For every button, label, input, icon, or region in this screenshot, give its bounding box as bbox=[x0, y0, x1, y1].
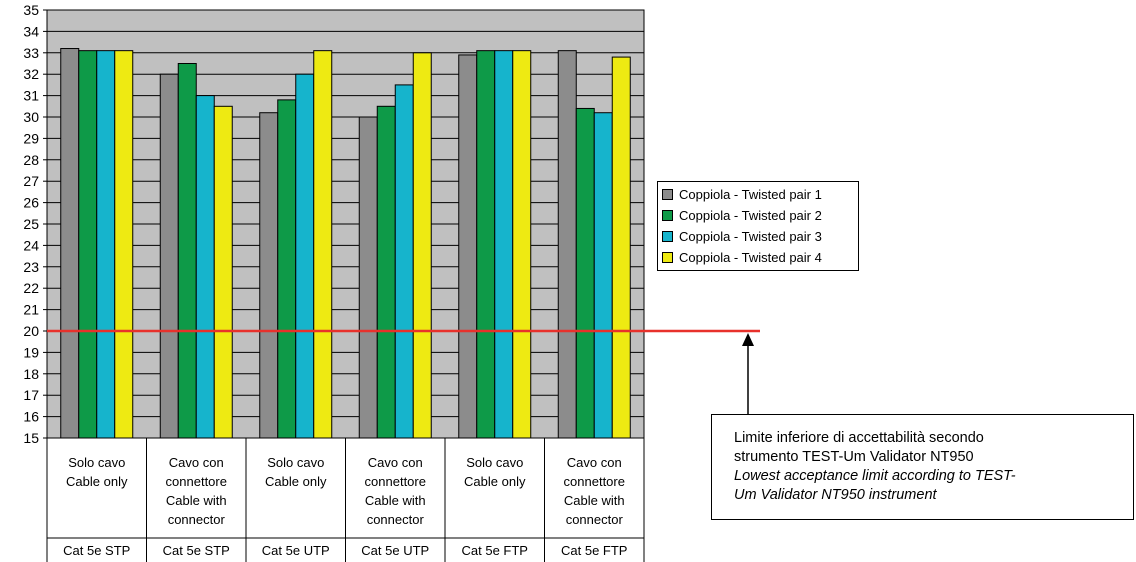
category-label-line: Cable only bbox=[66, 474, 128, 489]
legend-label-pair-1: Coppiola - Twisted pair 1 bbox=[679, 187, 822, 202]
bar-pair-2-cat-4 bbox=[376, 105, 396, 439]
category-group-label: Cat 5e STP bbox=[63, 543, 130, 558]
legend-item-pair-1: Coppiola - Twisted pair 1 bbox=[662, 184, 858, 205]
category-label-line: connettore bbox=[365, 474, 426, 489]
legend-label-pair-3: Coppiola - Twisted pair 3 bbox=[679, 229, 822, 244]
y-tick-label: 34 bbox=[23, 23, 39, 39]
bar-pair-4-cat-2 bbox=[213, 105, 233, 439]
y-tick-label: 22 bbox=[23, 280, 39, 296]
category-label-line: connettore bbox=[564, 474, 625, 489]
y-tick-label: 30 bbox=[23, 109, 39, 125]
bar-pair-2-cat-3 bbox=[277, 99, 297, 439]
bar-pair-3-cat-5 bbox=[494, 50, 514, 439]
bar-pair-1-cat-6 bbox=[557, 50, 577, 439]
bar-pair-2-cat-2 bbox=[177, 63, 197, 439]
category-group-label: Cat 5e FTP bbox=[462, 543, 528, 558]
bar-pair-1-cat-1 bbox=[60, 48, 80, 439]
bar-pair-3-cat-4 bbox=[394, 84, 414, 439]
category-label-line: Cable with bbox=[564, 493, 625, 508]
bar-pair-1-cat-4 bbox=[358, 116, 378, 439]
y-tick-label: 27 bbox=[23, 173, 39, 189]
category-label-line: connector bbox=[367, 512, 425, 527]
y-tick-label: 19 bbox=[23, 344, 39, 360]
y-tick-label: 29 bbox=[23, 130, 39, 146]
category-label-line: connettore bbox=[166, 474, 227, 489]
annotation-arrow-head bbox=[742, 333, 754, 346]
bar-pair-4-cat-6 bbox=[611, 56, 631, 439]
y-tick-label: 28 bbox=[23, 152, 39, 168]
bar-pair-3-cat-6 bbox=[593, 112, 613, 439]
legend-swatch-pair-2 bbox=[662, 210, 673, 221]
category-label-line: Cable only bbox=[464, 474, 526, 489]
legend-item-pair-3: Coppiola - Twisted pair 3 bbox=[662, 226, 858, 247]
category-group-label: Cat 5e STP bbox=[163, 543, 230, 558]
y-tick-label: 21 bbox=[23, 302, 39, 318]
y-tick-label: 20 bbox=[23, 323, 39, 339]
category-label-line: Solo cavo bbox=[466, 455, 523, 470]
category-label-line: Cavo con bbox=[368, 455, 423, 470]
bar-pair-3-cat-2 bbox=[195, 95, 215, 439]
annotation-line-1: Limite inferiore di accettabilità second… bbox=[734, 430, 984, 446]
y-tick-label: 17 bbox=[23, 387, 39, 403]
y-tick-label: 16 bbox=[23, 409, 39, 425]
category-label-line: Cavo con bbox=[169, 455, 224, 470]
category-group-label: Cat 5e FTP bbox=[561, 543, 627, 558]
bar-pair-1-cat-5 bbox=[458, 54, 478, 439]
bar-pair-2-cat-1 bbox=[78, 50, 98, 439]
legend-item-pair-2: Coppiola - Twisted pair 2 bbox=[662, 205, 858, 226]
y-tick-label: 32 bbox=[23, 66, 39, 82]
bar-pair-3-cat-3 bbox=[295, 73, 315, 439]
y-tick-label: 18 bbox=[23, 366, 39, 382]
bar-pair-2-cat-6 bbox=[575, 107, 595, 439]
bar-pair-4-cat-3 bbox=[313, 50, 333, 439]
legend-swatch-pair-1 bbox=[662, 189, 673, 200]
category-label-line: Solo cavo bbox=[68, 455, 125, 470]
bar-pair-2-cat-5 bbox=[476, 50, 496, 439]
bar-pair-1-cat-2 bbox=[159, 73, 179, 439]
bar-pair-3-cat-1 bbox=[96, 50, 116, 439]
legend-label-pair-4: Coppiola - Twisted pair 4 bbox=[679, 250, 822, 265]
annotation-line-4: Um Validator NT950 instrument bbox=[734, 487, 937, 503]
acceptance-limit-annotation: Limite inferiore di accettabilità second… bbox=[711, 414, 1134, 520]
y-tick-label: 25 bbox=[23, 216, 39, 232]
category-label-line: Cable with bbox=[365, 493, 426, 508]
legend-label-pair-2: Coppiola - Twisted pair 2 bbox=[679, 208, 822, 223]
bar-pair-4-cat-5 bbox=[512, 50, 532, 439]
y-tick-label: 26 bbox=[23, 195, 39, 211]
bar-pair-4-cat-1 bbox=[114, 50, 134, 439]
category-label-line: connector bbox=[566, 512, 624, 527]
y-tick-label: 15 bbox=[23, 430, 39, 446]
y-tick-label: 35 bbox=[23, 2, 39, 18]
chart-legend: Coppiola - Twisted pair 1 Coppiola - Twi… bbox=[657, 181, 859, 271]
category-label-line: Cable only bbox=[265, 474, 327, 489]
y-tick-label: 31 bbox=[23, 88, 39, 104]
legend-item-pair-4: Coppiola - Twisted pair 4 bbox=[662, 247, 858, 268]
y-tick-label: 24 bbox=[23, 237, 39, 253]
annotation-line-2: strumento TEST-Um Validator NT950 bbox=[734, 449, 974, 465]
bar-pair-1-cat-3 bbox=[259, 112, 279, 439]
bar-pair-4-cat-4 bbox=[412, 52, 432, 439]
legend-swatch-pair-3 bbox=[662, 231, 673, 242]
y-tick-label: 33 bbox=[23, 45, 39, 61]
category-label-line: Solo cavo bbox=[267, 455, 324, 470]
category-group-label: Cat 5e UTP bbox=[262, 543, 330, 558]
category-label-line: Cable with bbox=[166, 493, 227, 508]
annotation-line-3: Lowest acceptance limit according to TES… bbox=[734, 468, 1016, 484]
category-group-label: Cat 5e UTP bbox=[361, 543, 429, 558]
category-label-line: connector bbox=[168, 512, 226, 527]
y-tick-label: 23 bbox=[23, 259, 39, 275]
legend-swatch-pair-4 bbox=[662, 252, 673, 263]
category-label-line: Cavo con bbox=[567, 455, 622, 470]
